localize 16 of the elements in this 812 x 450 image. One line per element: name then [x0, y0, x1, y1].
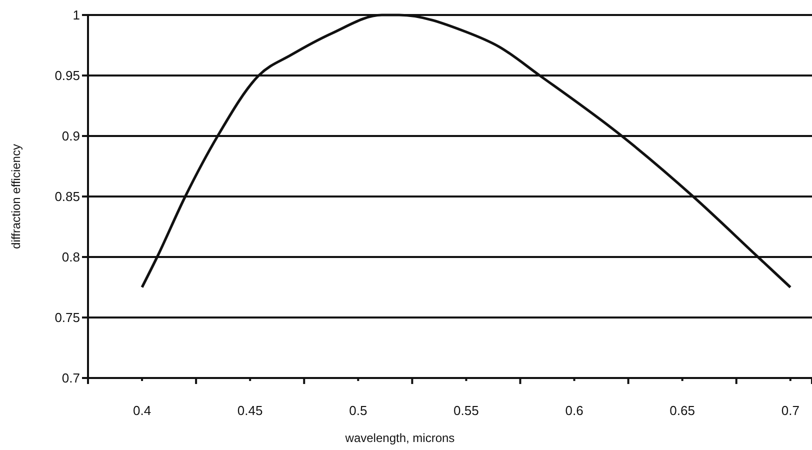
- x-tick-label: 0.4: [132, 403, 152, 418]
- y-tick-label: 0.9: [62, 128, 80, 144]
- y-axis-title: diffraction efficiency: [9, 144, 23, 249]
- y-tick-label: 0.85: [54, 189, 80, 204]
- x-tick-label: 0.5: [349, 403, 368, 418]
- x-tick-label: 0.55: [454, 403, 479, 418]
- y-tick-label: 0.7: [62, 370, 80, 386]
- x-tick-label: 0.45: [237, 403, 263, 418]
- x-tick-label: 0.65: [670, 403, 695, 418]
- y-tick-label: 0.75: [54, 310, 80, 326]
- x-tick-label: 0.6: [565, 403, 584, 418]
- y-tick-label: 0.95: [54, 68, 80, 84]
- x-tick-label: 0.7: [781, 403, 800, 418]
- y-tick-label: 0.8: [62, 250, 80, 265]
- y-tick-label: 1: [72, 8, 80, 23]
- x-axis-title: wavelength, microns: [344, 431, 455, 445]
